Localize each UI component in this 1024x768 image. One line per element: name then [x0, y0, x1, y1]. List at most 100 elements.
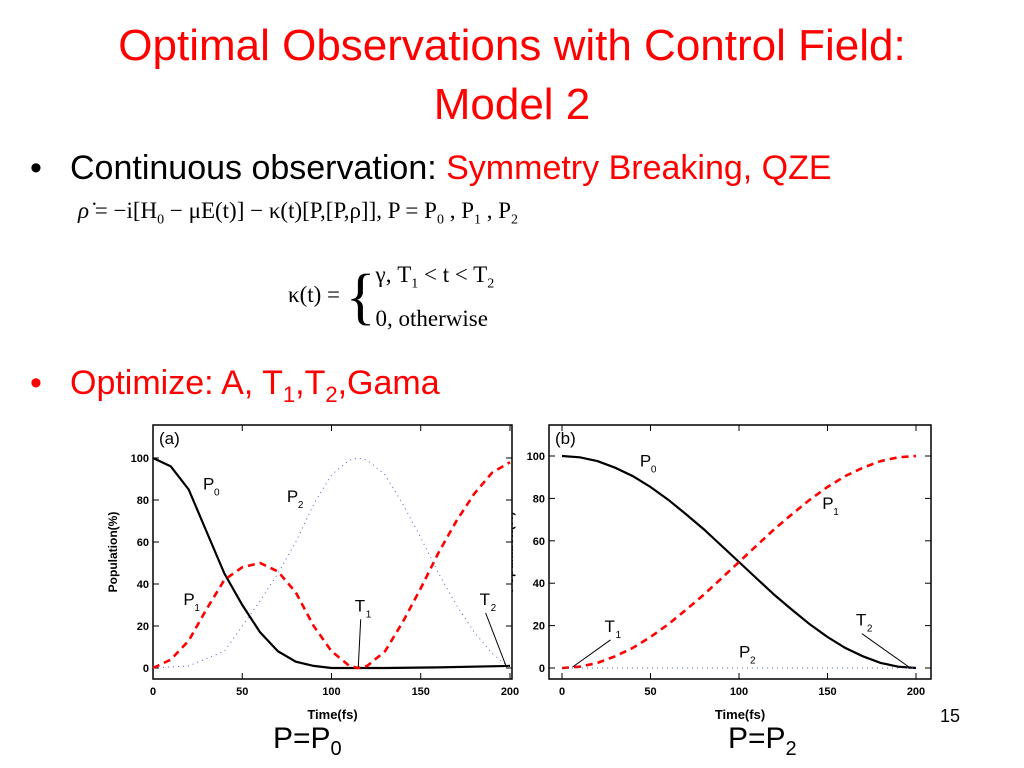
- annotation-subscript: 2: [491, 603, 497, 614]
- bullet-sub: 2: [325, 381, 338, 407]
- series-p1-line: [561, 454, 917, 670]
- plot-panel-b: 0 50 100 150 200020406080100Time(fs)Populati…: [512, 424, 932, 722]
- annotation-label: P: [640, 452, 651, 471]
- eq-lhs: κ(t) =: [288, 282, 346, 308]
- bullet-marker: •: [30, 149, 42, 187]
- caption-sub: 0: [330, 738, 342, 760]
- annotation-label: P: [287, 487, 298, 506]
- annotation-label: P: [203, 475, 214, 494]
- eq-part: , P: [481, 198, 512, 223]
- annotation-subscript: 0: [214, 488, 220, 499]
- eq-sub: 0: [436, 212, 444, 228]
- eq-sub: 2: [511, 212, 519, 228]
- series-p2-line: [152, 457, 511, 669]
- caption-text: P=P: [728, 722, 786, 755]
- caption-sub: 2: [785, 738, 797, 760]
- annotation-subscript: 0: [651, 465, 657, 476]
- x-tick-label: 50: [236, 686, 248, 698]
- annotation-subscript: 1: [366, 609, 372, 620]
- series-p0-line: [152, 457, 511, 670]
- y-tick-label: 40: [137, 579, 149, 591]
- case-text: γ, T: [375, 262, 412, 287]
- brace-symbol: {: [345, 262, 376, 331]
- annotation-label: T: [604, 617, 614, 636]
- y-tick-label: 80: [533, 493, 545, 505]
- eq-sub: 1: [411, 276, 419, 292]
- bullet-text: Continuous observation:: [70, 149, 447, 187]
- x-tick-label: 100: [322, 686, 340, 698]
- series-p1-line: [152, 461, 511, 670]
- eq-part: , P: [443, 198, 474, 223]
- panel-label: (a): [159, 429, 180, 448]
- x-tick-label: 150: [818, 686, 836, 698]
- eq-lhs: ρ̇: [78, 198, 90, 223]
- annotation-subscript: 1: [833, 507, 839, 518]
- y-tick-label: 0: [539, 663, 545, 675]
- slide-title-line1: Optimal Observations with Control Field:: [118, 21, 906, 70]
- annotation-subscript: 2: [867, 624, 873, 635]
- master-equation: ρ̇ = −i[H0 − μE(t)] − κ(t)[P,[P,ρ]], P =…: [78, 198, 518, 229]
- plot-frame: [548, 424, 932, 680]
- y-tick-label: 20: [137, 621, 149, 633]
- x-axis-label: Time(fs): [715, 707, 765, 722]
- annotation-subscript: 1: [615, 630, 621, 641]
- annotation-pointer: [572, 639, 611, 668]
- bullet-text: ,Gama: [337, 364, 440, 402]
- case-text: < t < T: [418, 262, 488, 287]
- annotation-label: P: [822, 494, 833, 513]
- y-axis-label: Population(%): [512, 512, 516, 593]
- case-2: 0, otherwise: [375, 305, 488, 331]
- page-number: 15: [940, 706, 961, 726]
- eq-cases: γ, T1 < t < T2 0, otherwise: [376, 258, 495, 336]
- annotation-label: T: [355, 596, 365, 615]
- y-tick-label: 0: [143, 663, 149, 675]
- y-tick-label: 60: [533, 536, 545, 548]
- annotation-label: T: [856, 611, 866, 630]
- x-tick-label: 100: [730, 686, 748, 698]
- y-axis-label: Population(%): [106, 512, 120, 593]
- annotation-pointer: [357, 619, 362, 668]
- caption-text: P=P: [273, 722, 331, 755]
- annotation-subscript: 1: [194, 603, 200, 614]
- annotation-pointer: [861, 633, 910, 668]
- annotation-label: P: [739, 642, 750, 661]
- annotation-subscript: 2: [750, 655, 756, 666]
- kappa-equation: κ(t) = { γ, T1 < t < T2 0, otherwise: [288, 258, 494, 336]
- x-tick-label: 50: [644, 686, 656, 698]
- bullet-marker: •: [30, 364, 42, 402]
- x-axis-label: Time(fs): [307, 707, 357, 722]
- x-tick-label: 200: [501, 686, 519, 698]
- series-p0-line: [561, 454, 917, 670]
- plot-frame: [152, 424, 513, 680]
- slide-title-line2: Model 2: [433, 80, 591, 129]
- annotation-label: P: [183, 590, 194, 609]
- annotation-pointer: [485, 612, 507, 668]
- y-tick-label: 20: [533, 621, 545, 633]
- annotation-subscript: 2: [298, 500, 304, 511]
- eq-sub: 0: [157, 212, 165, 228]
- eq-sub: 1: [474, 212, 481, 228]
- y-tick-label: 100: [131, 453, 149, 465]
- bullet-highlight: Symmetry Breaking, QZE: [446, 149, 832, 187]
- x-tick-label: 150: [412, 686, 430, 698]
- y-tick-label: 100: [527, 451, 545, 463]
- y-tick-label: 60: [137, 537, 149, 549]
- eq-part: − μE(t)] − κ(t)[P,[P,ρ]], P = P: [164, 198, 437, 223]
- case-1: γ, T1 < t < T2: [375, 262, 495, 292]
- caption-a: P=P0: [273, 722, 342, 761]
- panel-label: (b): [555, 429, 576, 448]
- bullet-text: Optimize: A, T: [70, 364, 283, 402]
- x-tick-label: 0: [150, 686, 156, 698]
- bullet-text: ,T: [295, 364, 326, 402]
- y-tick-label: 40: [533, 578, 545, 590]
- eq-part: = −i[H: [89, 198, 158, 223]
- x-tick-label: 200: [907, 686, 925, 698]
- bullet-sub: 1: [282, 381, 296, 407]
- eq-sub: 2: [487, 276, 495, 292]
- bullet-optimize: • Optimize: A, T1,T2,Gama: [30, 363, 440, 415]
- x-tick-label: 0: [559, 686, 565, 698]
- annotation-label: T: [480, 590, 490, 609]
- y-tick-label: 80: [137, 495, 149, 507]
- bullet-continuous-observation: • Continuous observation: Symmetry Breaki…: [30, 148, 832, 188]
- caption-b: P=P2: [728, 722, 797, 761]
